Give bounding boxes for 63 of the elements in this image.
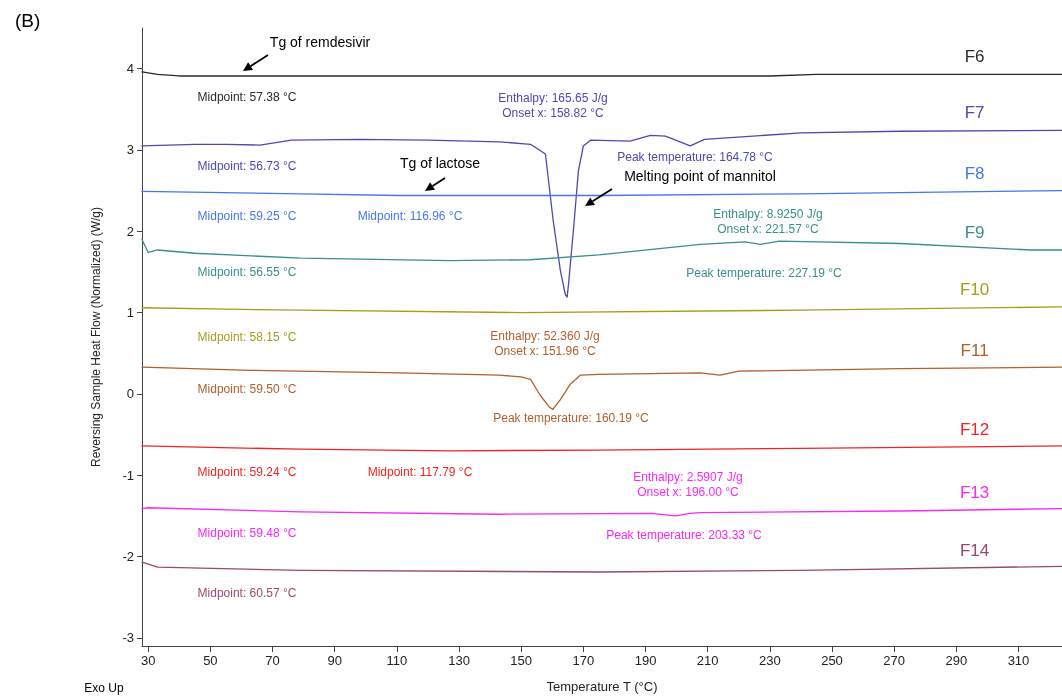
annotation: Midpoint: 117.79 °C xyxy=(367,465,473,479)
annotation: Midpoint: 116.96 °C xyxy=(357,209,463,223)
series-label: F6 xyxy=(964,47,985,66)
annotation: Tg of lactose xyxy=(399,155,481,171)
y-tick-label: 1 xyxy=(126,305,134,321)
y-tick-label: 3 xyxy=(126,142,134,158)
y-tick-label: 4 xyxy=(126,61,134,77)
annotation: Peak temperature: 160.19 °C xyxy=(493,411,650,425)
annotation: Enthalpy: 8.9250 J/g Onset x: 221.57 °C xyxy=(713,206,823,236)
x-tick-label: 270 xyxy=(883,653,906,668)
x-tick-label: 110 xyxy=(386,653,408,668)
annotation: Midpoint: 58.15 °C xyxy=(197,330,297,344)
x-tick-label: 190 xyxy=(634,653,657,668)
annotation: Midpoint: 59.25 °C xyxy=(197,209,297,223)
x-tick-label: 50 xyxy=(203,653,218,668)
x-tick-label: 310 xyxy=(1007,653,1030,668)
x-tick-label: 290 xyxy=(945,653,968,668)
y-tick-label: -2 xyxy=(122,549,134,565)
annotation: Peak temperature: 203.33 °C xyxy=(606,528,763,542)
line-series xyxy=(141,507,1062,517)
x-tick-label: 230 xyxy=(758,653,781,668)
text: Exo Up xyxy=(84,681,124,695)
series-label: F12 xyxy=(959,419,990,439)
annotation: Enthalpy: 165.65 J/g Onset x: 158.82 °C xyxy=(498,90,608,120)
y-tick-label: -3 xyxy=(122,630,134,646)
annotation: Peak temperature: 227.19 °C xyxy=(686,266,843,280)
annotation: Midpoint: 56.55 °C xyxy=(197,265,297,279)
line-series xyxy=(141,129,1062,298)
line-series xyxy=(141,238,1062,262)
annotation: Midpoint: 60.57 °C xyxy=(197,586,297,600)
annotation: Peak temperature: 164.78 °C xyxy=(617,150,774,164)
annotation: Enthalpy: 2.5907 J/g Onset x: 196.00 °C xyxy=(633,469,743,499)
x-axis-title: Temperature T (°C) xyxy=(546,679,658,694)
x-tick-label: 210 xyxy=(696,653,719,668)
annotation: Melting point of mannitol xyxy=(624,168,776,184)
x-tick-label: 150 xyxy=(510,653,533,668)
x-tick-label: 170 xyxy=(572,653,595,668)
line-series xyxy=(141,366,1062,411)
annotation: Enthalpy: 52.360 J/g Onset x: 151.96 °C xyxy=(490,328,600,358)
series-label: F13 xyxy=(959,482,990,502)
series-label: F8 xyxy=(964,163,985,183)
series-label: F10 xyxy=(959,280,990,300)
series-label: F9 xyxy=(964,223,985,243)
y-tick-label: -1 xyxy=(122,467,134,483)
y-tick-label: 0 xyxy=(126,386,134,402)
series-label: F7 xyxy=(964,103,985,123)
annotation: Midpoint: 57.38 °C xyxy=(197,90,297,104)
annotation: Midpoint: 59.50 °C xyxy=(197,382,297,396)
annotation: Midpoint: 59.24 °C xyxy=(197,465,297,479)
x-tick-label: 90 xyxy=(327,653,342,668)
chart-title: (B) xyxy=(15,10,41,31)
x-tick-label: 250 xyxy=(821,653,843,668)
series-label: F11 xyxy=(960,340,989,360)
y-axis-title: Reversing Sample Heat Flow (Normalized) (W/g) xyxy=(89,206,103,468)
annotation: Midpoint: 59.48 °C xyxy=(197,526,297,540)
line-series xyxy=(141,561,1062,573)
series-label: F14 xyxy=(959,540,990,560)
annotation: Tg of remdesivir xyxy=(269,34,371,50)
x-tick-label: 30 xyxy=(140,653,156,668)
x-tick-label: 130 xyxy=(448,653,470,668)
annotation: Midpoint: 56.73 °C xyxy=(197,159,297,173)
x-tick-label: 70 xyxy=(265,653,280,668)
y-tick-label: 2 xyxy=(126,223,134,239)
